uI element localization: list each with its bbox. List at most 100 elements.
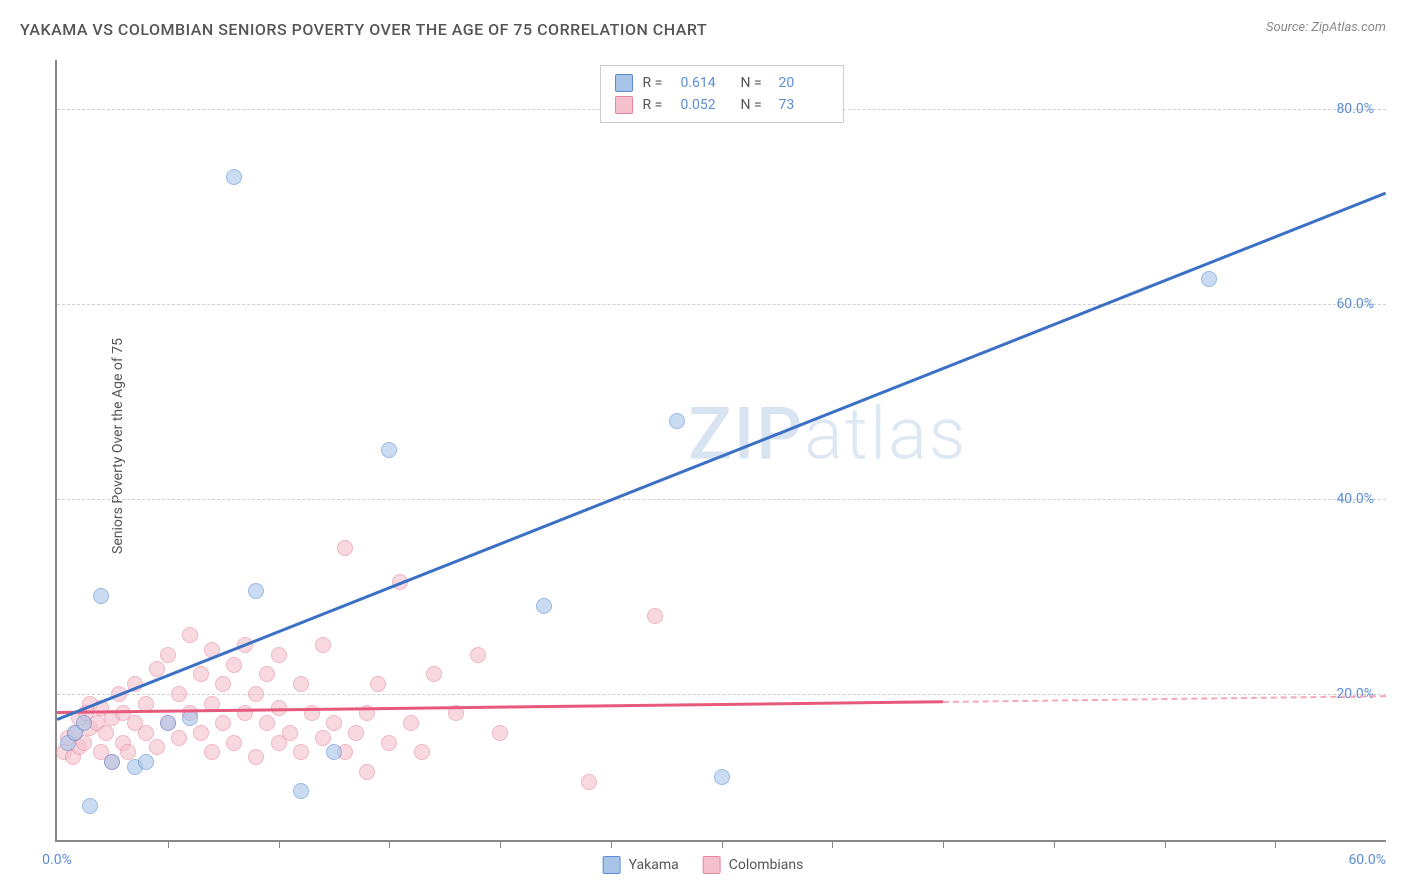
data-point-colombians: [237, 705, 253, 721]
data-point-yakama: [714, 769, 730, 785]
data-point-colombians: [470, 647, 486, 663]
data-point-yakama: [82, 798, 98, 814]
chart-title: YAKAMA VS COLOMBIAN SENIORS POVERTY OVER…: [20, 20, 707, 39]
legend-r-value-blue: 0.614: [681, 75, 731, 91]
legend-row-pink: R = 0.052 N = 73: [615, 94, 829, 116]
x-tick-label-end: 60.0%: [1348, 852, 1386, 868]
legend-correlation: R = 0.614 N = 20 R = 0.052 N = 73: [600, 65, 844, 123]
data-point-colombians: [259, 715, 275, 731]
legend-r-label: R =: [643, 75, 671, 91]
x-tick: [832, 840, 833, 848]
data-point-yakama: [226, 169, 242, 185]
data-point-yakama: [160, 715, 176, 731]
data-point-colombians: [337, 540, 353, 556]
legend-label-yakama: Yakama: [629, 857, 679, 873]
x-tick: [722, 840, 723, 848]
data-point-yakama: [248, 583, 264, 599]
data-point-colombians: [426, 666, 442, 682]
correlation-chart: YAKAMA VS COLOMBIAN SENIORS POVERTY OVER…: [0, 0, 1406, 892]
data-point-yakama: [381, 442, 397, 458]
legend-swatch-pink: [703, 856, 721, 874]
data-point-colombians: [193, 666, 209, 682]
x-tick: [1275, 840, 1276, 848]
legend-label-colombians: Colombians: [729, 857, 804, 873]
data-point-colombians: [348, 725, 364, 741]
data-point-colombians: [293, 676, 309, 692]
x-tick: [1165, 840, 1166, 848]
data-point-colombians: [138, 725, 154, 741]
data-point-yakama: [536, 598, 552, 614]
data-point-colombians: [414, 744, 430, 760]
data-point-colombians: [381, 735, 397, 751]
data-point-colombians: [226, 735, 242, 751]
x-tick: [500, 840, 501, 848]
data-point-colombians: [581, 774, 597, 790]
legend-item-colombians: Colombians: [703, 856, 804, 874]
data-point-yakama: [138, 754, 154, 770]
data-point-colombians: [315, 730, 331, 746]
data-point-colombians: [149, 739, 165, 755]
data-point-colombians: [182, 627, 198, 643]
legend-series: Yakama Colombians: [603, 856, 804, 874]
data-point-colombians: [226, 657, 242, 673]
legend-n-value-pink: 73: [779, 97, 829, 113]
data-point-colombians: [204, 744, 220, 760]
legend-n-label: N =: [741, 75, 769, 91]
data-point-colombians: [120, 744, 136, 760]
legend-swatch-pink: [615, 96, 633, 114]
y-tick-label: 60.0%: [1336, 296, 1374, 312]
data-point-colombians: [248, 749, 264, 765]
legend-swatch-blue: [603, 856, 621, 874]
y-tick-label: 40.0%: [1336, 491, 1374, 507]
data-point-colombians: [271, 647, 287, 663]
watermark: ZIPatlas: [688, 392, 967, 477]
data-point-colombians: [370, 676, 386, 692]
data-point-colombians: [492, 725, 508, 741]
y-tick-label: 80.0%: [1336, 101, 1374, 117]
x-tick: [389, 840, 390, 848]
data-point-colombians: [315, 637, 331, 653]
data-point-yakama: [76, 715, 92, 731]
x-tick-label-start: 0.0%: [42, 852, 72, 868]
data-point-colombians: [215, 676, 231, 692]
x-tick: [1054, 840, 1055, 848]
x-tick: [943, 840, 944, 848]
data-point-colombians: [647, 608, 663, 624]
data-point-colombians: [282, 725, 298, 741]
y-tick-label: 20.0%: [1336, 686, 1374, 702]
data-point-yakama: [93, 588, 109, 604]
regression-line-blue: [57, 192, 1387, 721]
data-point-colombians: [326, 715, 342, 731]
data-point-colombians: [215, 715, 231, 731]
gridline-h: [57, 499, 1386, 500]
data-point-yakama: [104, 754, 120, 770]
data-point-yakama: [182, 710, 198, 726]
data-point-yakama: [669, 413, 685, 429]
data-point-colombians: [193, 725, 209, 741]
data-point-colombians: [160, 647, 176, 663]
data-point-colombians: [248, 686, 264, 702]
regression-line-pink-dashed: [943, 695, 1386, 703]
legend-r-label: R =: [643, 97, 671, 113]
watermark-atlas: atlas: [804, 392, 967, 477]
watermark-zip: ZIP: [688, 392, 804, 477]
data-point-yakama: [1201, 271, 1217, 287]
gridline-h: [57, 304, 1386, 305]
legend-swatch-blue: [615, 74, 633, 92]
data-point-colombians: [293, 744, 309, 760]
data-point-colombians: [403, 715, 419, 731]
legend-item-yakama: Yakama: [603, 856, 679, 874]
data-point-colombians: [359, 764, 375, 780]
x-tick: [279, 840, 280, 848]
legend-n-label: N =: [741, 97, 769, 113]
data-point-colombians: [98, 725, 114, 741]
plot-area: ZIPatlas R = 0.614 N = 20 R = 0.052 N = …: [55, 60, 1386, 842]
data-point-colombians: [171, 730, 187, 746]
legend-n-value-blue: 20: [779, 75, 829, 91]
legend-row-blue: R = 0.614 N = 20: [615, 72, 829, 94]
source-label: Source: ZipAtlas.com: [1266, 20, 1386, 35]
x-tick: [611, 840, 612, 848]
data-point-yakama: [326, 744, 342, 760]
data-point-colombians: [171, 686, 187, 702]
legend-r-value-pink: 0.052: [681, 97, 731, 113]
